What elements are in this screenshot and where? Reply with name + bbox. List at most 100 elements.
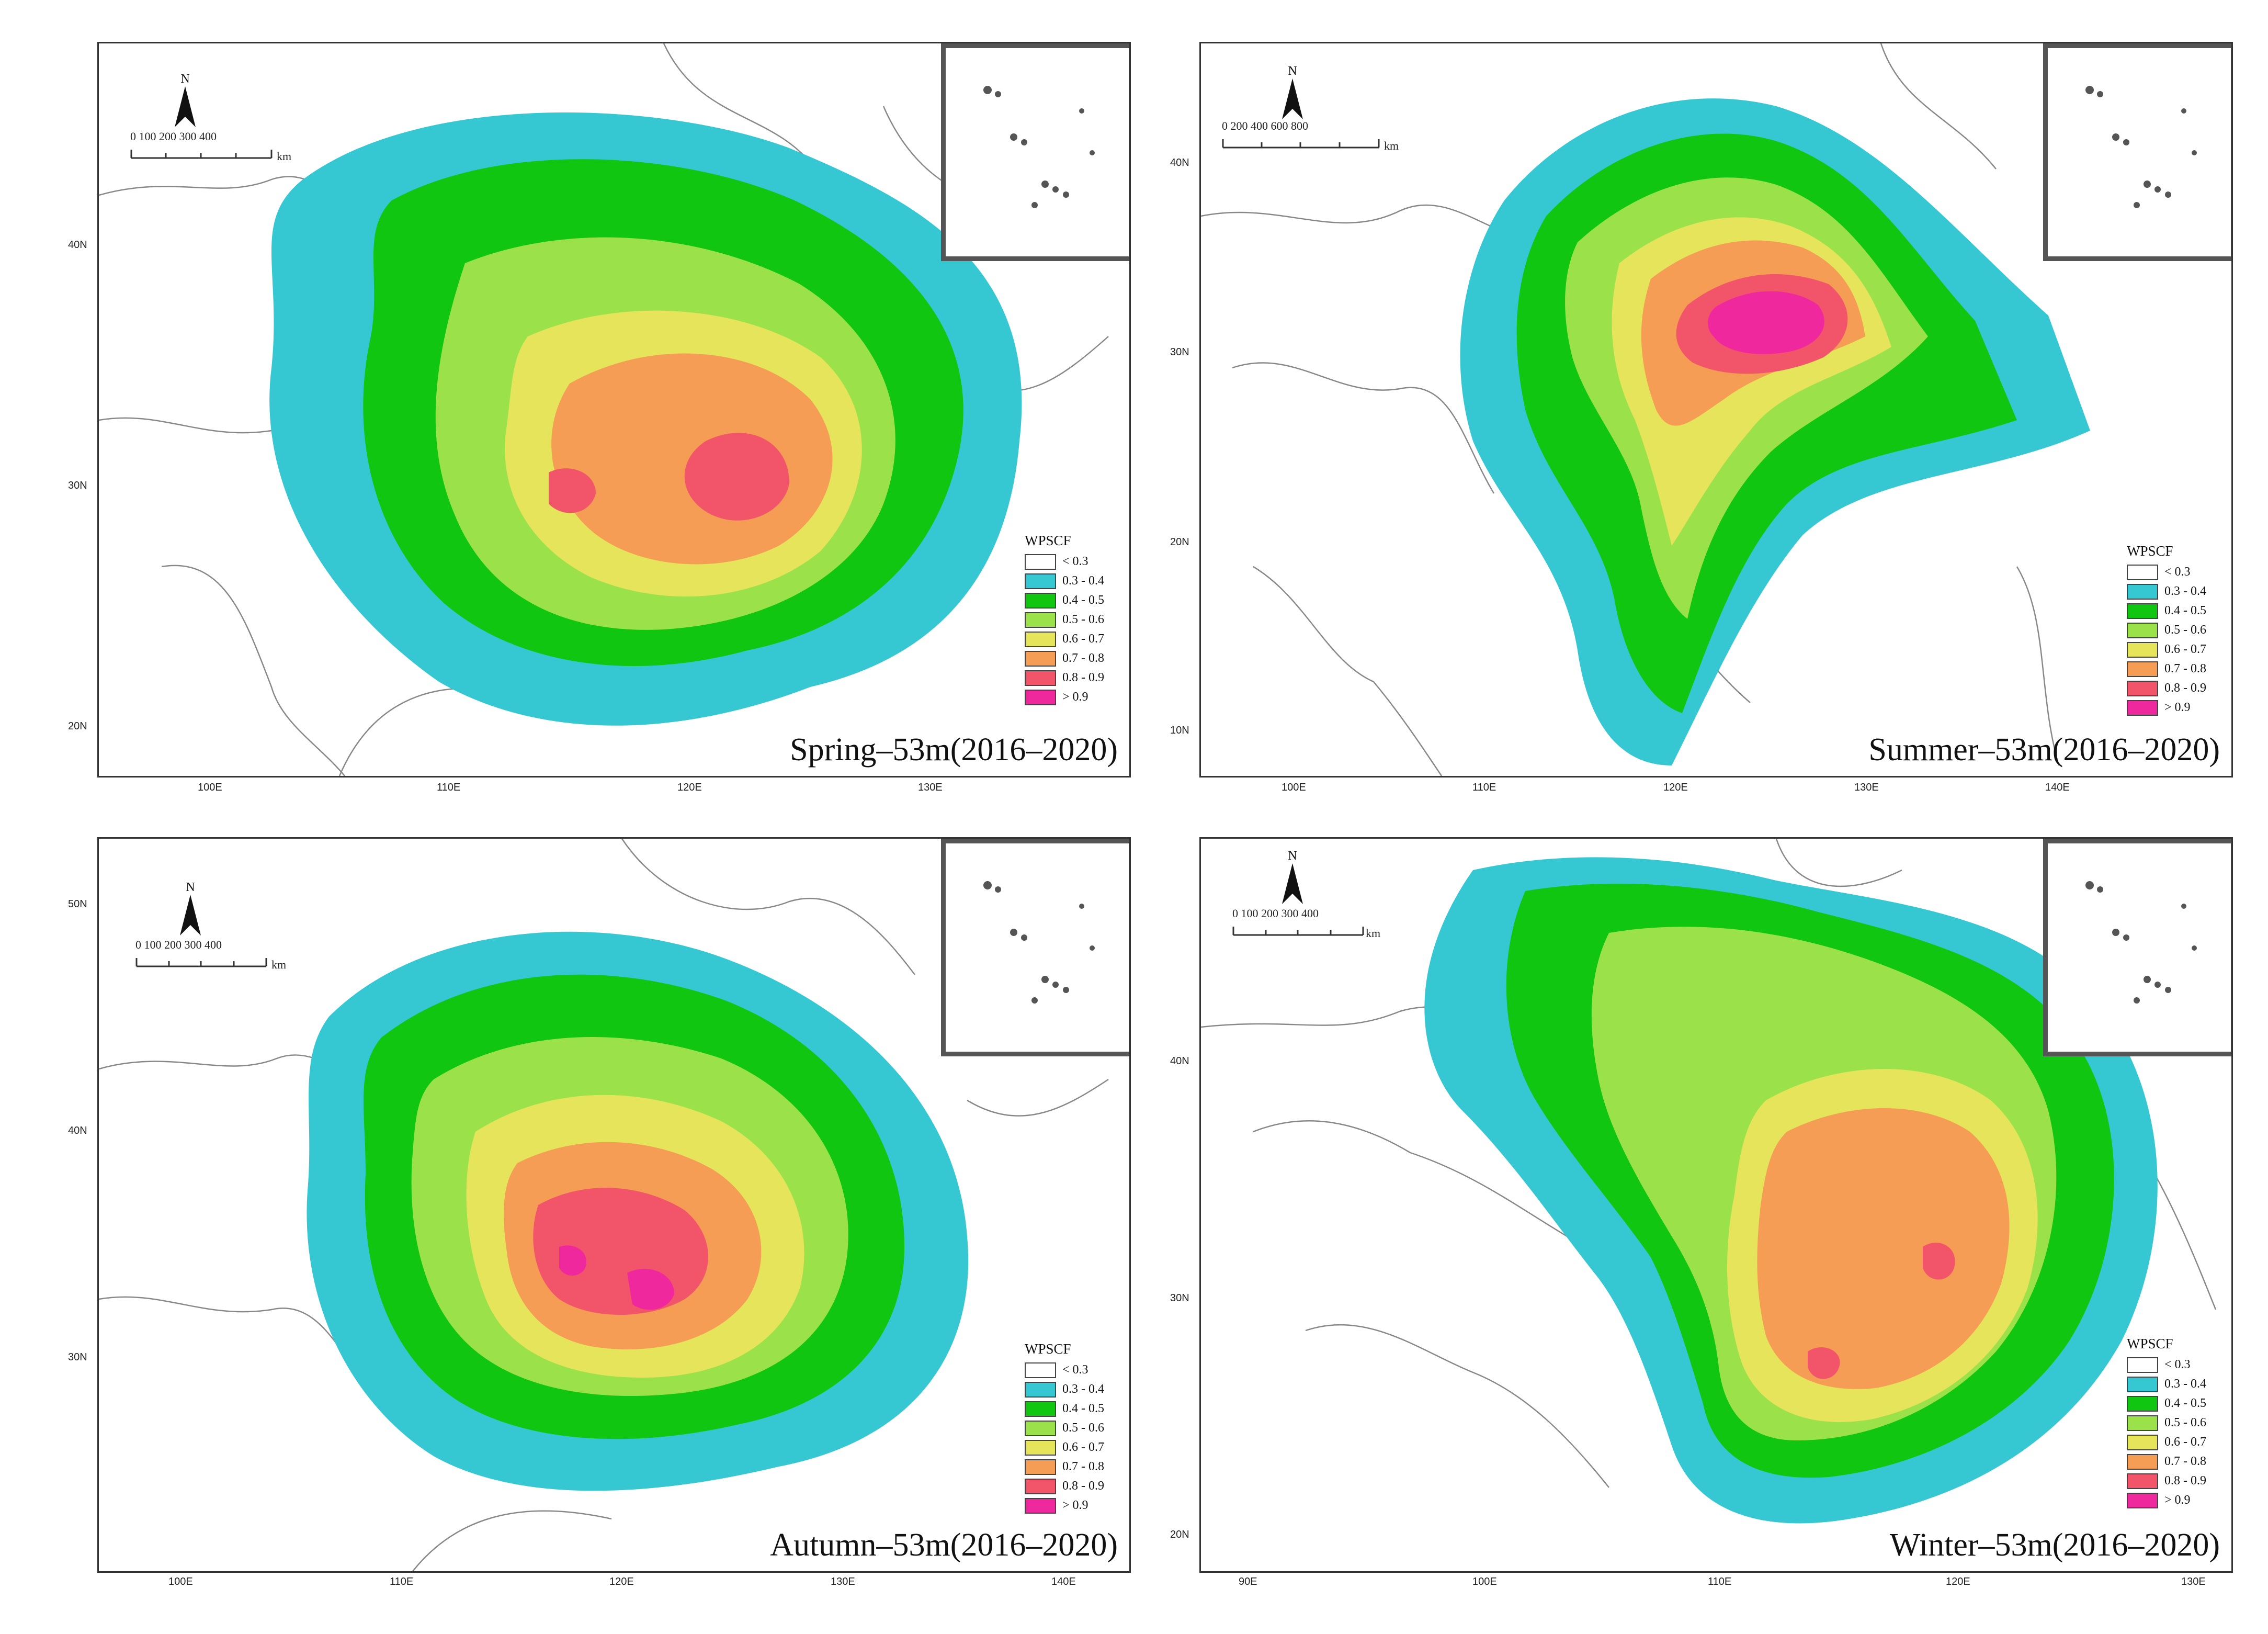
y-tick-autumn-2: 30N	[68, 1351, 87, 1363]
legend-row: < 0.3	[2127, 1355, 2206, 1374]
legend-swatch	[2127, 661, 2158, 677]
y-tick-spring-0: 40N	[68, 239, 87, 251]
north-label: N	[1288, 849, 1297, 863]
legend-swatch	[1025, 573, 1056, 589]
legend-swatch	[2127, 1492, 2158, 1508]
y-tick-summer-2: 20N	[1170, 536, 1189, 548]
legend-row: 0.8 - 0.9	[2127, 679, 2206, 698]
legend-row: 0.8 - 0.9	[1025, 668, 1104, 688]
legend-swatch	[1025, 1381, 1056, 1398]
y-tick-winter-0: 40N	[1170, 1055, 1189, 1067]
legend-label: 0.8 - 0.9	[1062, 1479, 1104, 1493]
x-tick-autumn-3: 130E	[831, 1576, 855, 1587]
legend-label: 0.6 - 0.7	[1062, 1440, 1104, 1454]
legend-title: WPSCF	[2127, 543, 2173, 559]
panel-title-winter: Winter–53m(2016–2020)	[1889, 1527, 2220, 1563]
x-tick-spring-2: 120E	[677, 782, 702, 793]
legend-summer: WPSCF < 0.3 0.3 - 0.4 0.4 - 0.5 0.5 - 0.6 0.6…	[2127, 543, 2206, 717]
scale-bar: 0 100 200 300 400 km	[1222, 907, 1400, 949]
scale-bar-ticks: 0 200 400 600 800	[1222, 119, 1308, 132]
scale-bar: 0 100 200 300 400 km	[115, 938, 292, 980]
legend-label: 0.7 - 0.8	[1062, 1460, 1104, 1473]
south-china-sea-inset	[941, 839, 1129, 1056]
panel-title-autumn: Autumn–53m(2016–2020)	[770, 1527, 1118, 1563]
legend-swatch	[2127, 1357, 2158, 1373]
legend-row: > 0.9	[2127, 1491, 2206, 1510]
contour-field	[1424, 857, 2158, 1524]
legend-swatch	[1025, 612, 1056, 628]
legend-row: 0.8 - 0.9	[2127, 1471, 2206, 1491]
x-tick-winter-3: 120E	[1946, 1576, 1970, 1587]
island-glyphs	[983, 881, 1095, 1004]
legend-label: 0.4 - 0.5	[1062, 593, 1104, 607]
y-tick-autumn-0: 50N	[68, 898, 87, 910]
legend-label: 0.5 - 0.6	[1062, 613, 1104, 626]
legend-row: 0.6 - 0.7	[2127, 1433, 2206, 1452]
legend-label: < 0.3	[1062, 555, 1088, 568]
legend-label: > 0.9	[2164, 701, 2191, 714]
legend-label: 0.8 - 0.9	[2164, 1474, 2206, 1487]
legend-swatch	[1025, 631, 1056, 647]
legend-row: < 0.3	[1025, 1360, 1104, 1380]
legend-row: 0.7 - 0.8	[1025, 1457, 1104, 1477]
legend-swatch	[2127, 622, 2158, 638]
legend-label: 0.5 - 0.6	[1062, 1421, 1104, 1435]
legend-label: 0.4 - 0.5	[1062, 1402, 1104, 1415]
legend-swatch	[2127, 1473, 2158, 1489]
x-tick-winter-1: 100E	[1472, 1576, 1497, 1587]
south-china-sea-inset	[2043, 839, 2231, 1056]
x-tick-summer-3: 130E	[1854, 782, 1879, 793]
legend-label: 0.3 - 0.4	[2164, 1377, 2206, 1391]
wpscf-field-winter	[1201, 839, 2217, 1524]
wpscf-field-autumn	[99, 839, 1109, 1571]
legend-label: > 0.9	[1062, 1498, 1088, 1512]
scale-bar-line	[130, 150, 273, 159]
y-tick-summer-0: 40N	[1170, 157, 1189, 168]
legend-row: 0.7 - 0.8	[1025, 649, 1104, 668]
north-label: N	[1288, 64, 1297, 78]
north-arrow-icon	[1282, 78, 1303, 119]
legend-row: 0.7 - 0.8	[2127, 659, 2206, 679]
x-tick-summer-1: 110E	[1472, 782, 1496, 793]
north-arrow: N	[1279, 64, 1306, 124]
legend-winter: WPSCF < 0.3 0.3 - 0.4 0.4 - 0.5 0.5 - 0.6 0.6…	[2127, 1336, 2206, 1510]
legend-label: < 0.3	[2164, 565, 2191, 579]
legend-swatch	[2127, 1415, 2158, 1431]
legend-swatch	[2127, 700, 2158, 716]
north-arrow-icon	[175, 86, 196, 127]
north-arrow-icon	[180, 895, 201, 936]
contour-field	[1460, 98, 2090, 765]
island-glyphs	[2085, 881, 2197, 1004]
legend-row: 0.3 - 0.4	[1025, 1380, 1104, 1399]
legend-row: 0.3 - 0.4	[1025, 571, 1104, 591]
legend-swatch	[2127, 1453, 2158, 1470]
legend-swatch	[1025, 1497, 1056, 1514]
legend-label: < 0.3	[1062, 1363, 1088, 1377]
north-arrow: N	[177, 881, 203, 940]
legend-label: > 0.9	[1062, 690, 1088, 704]
legend-swatch	[2127, 641, 2158, 658]
y-tick-winter-1: 30N	[1170, 1292, 1189, 1304]
scale-bar-ticks: 0 100 200 300 400	[1232, 907, 1319, 920]
legend-row: 0.5 - 0.6	[2127, 1413, 2206, 1433]
legend-label: 0.6 - 0.7	[2164, 643, 2206, 656]
x-tick-autumn-1: 110E	[390, 1576, 414, 1587]
x-tick-autumn-0: 100E	[168, 1576, 193, 1587]
x-tick-summer-2: 120E	[1663, 782, 1688, 793]
legend-row: 0.7 - 0.8	[2127, 1452, 2206, 1471]
x-tick-autumn-4: 140E	[1051, 1576, 1076, 1587]
scale-bar-line	[1232, 927, 1364, 936]
contour-field	[307, 931, 969, 1491]
island-glyphs	[2085, 86, 2197, 208]
legend-swatch	[1025, 1478, 1056, 1494]
legend-row: > 0.9	[1025, 688, 1104, 707]
legend-autumn: WPSCF < 0.3 0.3 - 0.4 0.4 - 0.5 0.5 - 0.6 0.6…	[1025, 1341, 1104, 1515]
x-tick-autumn-2: 120E	[609, 1576, 634, 1587]
scale-bar-unit: km	[1366, 927, 1381, 940]
legend-row: 0.3 - 0.4	[2127, 1374, 2206, 1394]
legend-swatch	[2127, 1376, 2158, 1392]
north-arrow-icon	[1282, 863, 1303, 904]
wpscf-field-summer	[1201, 43, 2090, 776]
y-tick-winter-2: 20N	[1170, 1529, 1189, 1540]
legend-swatch	[2127, 583, 2158, 600]
